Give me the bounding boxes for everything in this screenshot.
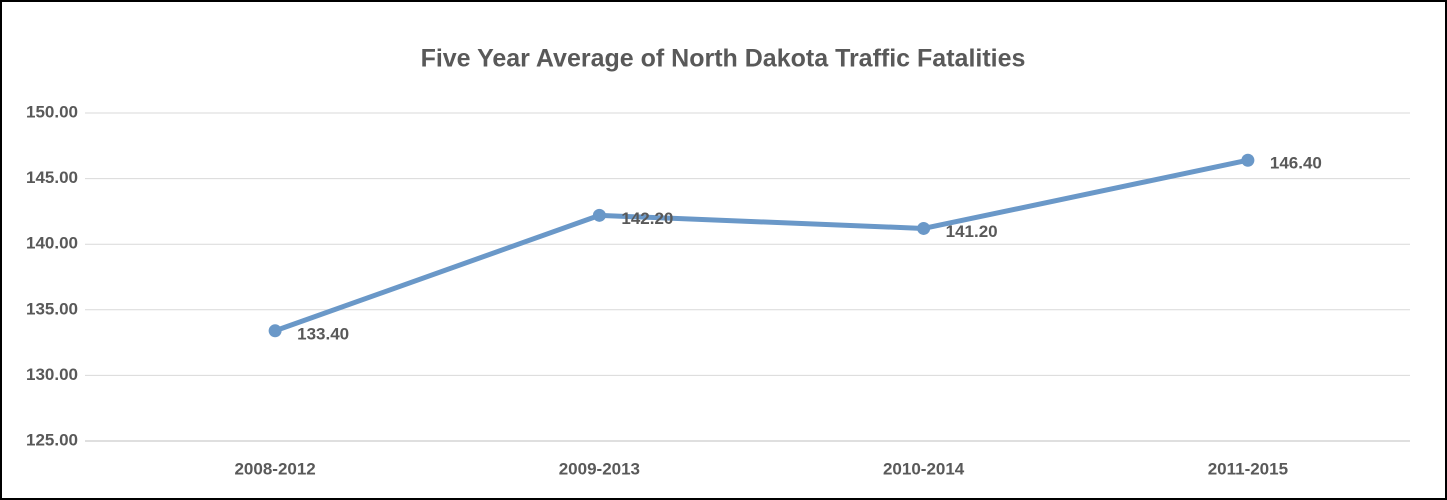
y-tick-label: 130.00 <box>26 365 78 384</box>
point <box>1241 153 1255 167</box>
data-label: 141.20 <box>946 222 998 241</box>
point <box>268 324 282 338</box>
chart-title: Five Year Average of North Dakota Traffi… <box>421 45 1026 73</box>
line-series <box>274 157 1249 334</box>
y-tick-label: 145.00 <box>26 168 78 187</box>
x-tick-label: 2011-2015 <box>1208 459 1288 478</box>
x-tick-label: 2009-2013 <box>559 459 640 478</box>
data-label: 133.40 <box>297 324 349 343</box>
x-tick-label: 2008-2012 <box>234 459 315 478</box>
point <box>592 208 606 222</box>
x-tick-label: 2010-2014 <box>883 459 965 478</box>
y-tick-label: 150.00 <box>26 102 78 121</box>
point <box>917 221 931 235</box>
y-tick-label: 125.00 <box>26 430 78 449</box>
data-label: 142.20 <box>621 209 673 228</box>
data-label: 146.40 <box>1270 154 1322 173</box>
y-tick-label: 140.00 <box>26 234 78 253</box>
y-tick-label: 135.00 <box>26 299 78 318</box>
